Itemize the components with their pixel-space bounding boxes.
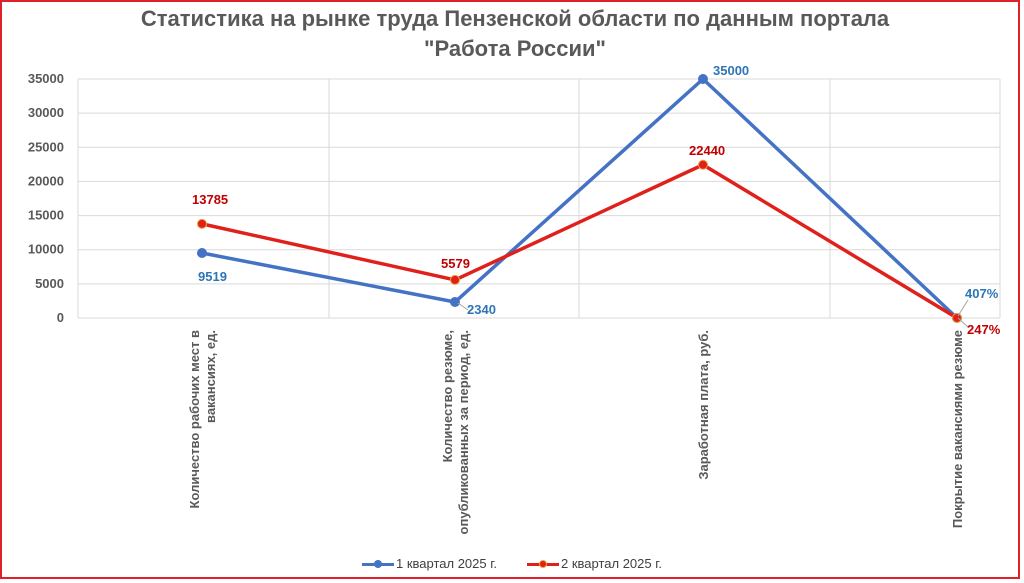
leader-line (457, 302, 469, 311)
x-tick-label-line: Количество резюме, (440, 330, 455, 462)
data-point-q1 (197, 247, 207, 258)
data-label-q2: 22440 (689, 143, 725, 158)
series-lines (201, 77, 959, 320)
y-tick-label: 20000 (28, 173, 64, 188)
legend-item-q1[interactable]: 1 квартал 2025 г. (362, 556, 497, 571)
legend-swatch-q2 (527, 559, 559, 569)
leader-line (957, 317, 969, 328)
data-label-q2: 13785 (192, 192, 228, 207)
data-labels: 9519 2340 35000 407% 13785 5579 22440 247% (192, 63, 1001, 337)
x-tick-label: Количество рабочих мест в вакансиях, ед. (187, 330, 218, 508)
x-axis-ticks: Количество рабочих мест в вакансиях, ед. К… (187, 330, 965, 534)
series-line-q1 (201, 77, 959, 320)
x-tick-label-line: Количество рабочих мест в (187, 330, 202, 508)
y-tick-label: 5000 (35, 276, 64, 291)
data-label-q1: 407% (965, 286, 999, 301)
series-points (197, 74, 962, 323)
x-tick-label: Заработная плата, руб. (696, 330, 711, 480)
y-tick-label: 10000 (28, 242, 64, 257)
y-axis-ticks: 0 5000 10000 15000 20000 25000 30000 35000 (28, 71, 64, 325)
gridlines (77, 78, 1001, 319)
x-tick-label: Покрытие вакансиями резюме (950, 330, 965, 528)
data-point-q2 (450, 274, 460, 285)
x-tick-label-line: вакансиях, ед. (203, 330, 218, 423)
y-tick-label: 30000 (28, 105, 64, 120)
y-tick-label: 15000 (28, 208, 64, 223)
data-point-q2 (698, 159, 708, 170)
chart-title: Статистика на рынке труда Пензенской обл… (140, 6, 890, 61)
data-label-q1: 35000 (713, 63, 749, 78)
data-label-q2: 247% (967, 322, 1001, 337)
y-tick-label: 35000 (28, 71, 64, 86)
legend: 1 квартал 2025 г. 2 квартал 2025 г. (0, 556, 1024, 571)
y-tick-label: 25000 (28, 139, 64, 154)
data-label-q1: 2340 (467, 302, 496, 317)
data-point-q2 (952, 312, 962, 323)
legend-item-q2[interactable]: 2 квартал 2025 г. (527, 556, 662, 571)
data-point-q1 (698, 74, 708, 84)
x-tick-label-line: Покрытие вакансиями резюме (950, 330, 965, 528)
y-tick-label: 0 (57, 310, 64, 325)
legend-label-q1: 1 квартал 2025 г. (396, 556, 497, 571)
data-point-q2 (197, 218, 207, 229)
legend-label-q2: 2 квартал 2025 г. (561, 556, 662, 571)
series-line-q2 (201, 163, 958, 320)
data-point-q1 (450, 297, 460, 308)
data-label-q2: 5579 (441, 256, 470, 271)
x-tick-label: Количество резюме, опубликованных за пери… (440, 330, 471, 534)
x-tick-label-line: опубликованных за период, ед. (456, 330, 471, 534)
data-label-q1: 9519 (198, 269, 227, 284)
legend-swatch-q1 (362, 559, 394, 569)
x-tick-label-line: Заработная плата, руб. (696, 330, 711, 480)
leader-line (957, 299, 969, 317)
